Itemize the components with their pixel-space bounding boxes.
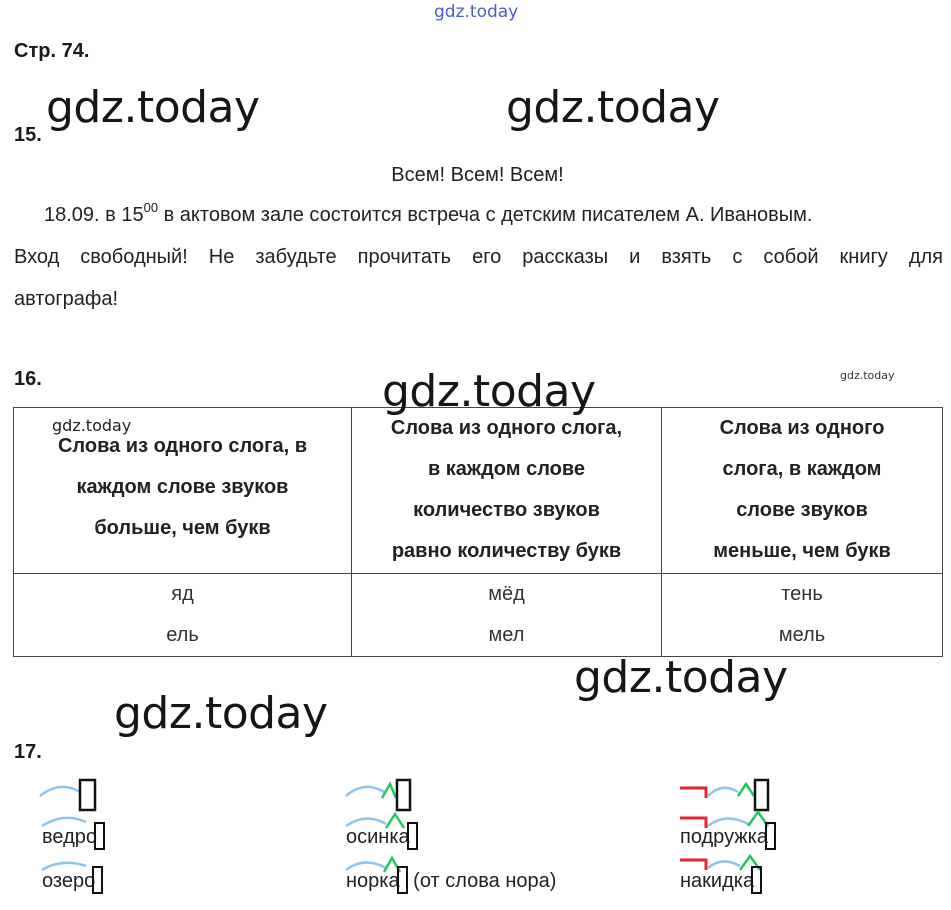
header-equal-sounds: Слова из одного слога, в каждом слове ко… <box>351 407 662 574</box>
ending-box-icon <box>78 778 97 812</box>
exercise-17-number: 17. <box>14 741 42 763</box>
ending-box-icon <box>94 822 105 850</box>
table-cell: мёд мел <box>351 573 662 657</box>
table-cell: яд ель <box>13 573 352 657</box>
notice-line-1-start: 18.09. в 15 <box>44 204 144 226</box>
word-text: озеро <box>42 870 96 892</box>
header-line: Слова из одного слога, <box>390 417 623 439</box>
ending-box-icon <box>395 778 412 812</box>
word-text: ведро <box>42 826 97 848</box>
watermark-small: gdz.today <box>52 416 132 435</box>
notice-line-3: автографа! <box>14 288 119 310</box>
header-line: каждом слове звуков <box>76 476 289 498</box>
header-line: слове звуков <box>736 499 868 521</box>
cell-word: мель <box>778 624 826 646</box>
watermark: gdz.today <box>114 688 328 739</box>
cell-word: тень <box>781 583 823 605</box>
exercise-16-number: 16. <box>14 368 42 390</box>
header-more-sounds: Слова из одного слога, в каждом слове зв… <box>13 407 352 574</box>
cell-word: яд <box>171 583 194 605</box>
word-text: накидка <box>680 870 755 892</box>
cell-word: мёд <box>488 583 525 605</box>
suffix-icon <box>746 809 770 827</box>
root-arc-icon <box>707 860 741 869</box>
suffix-icon <box>736 781 756 797</box>
root-arc-icon <box>345 817 387 828</box>
word-text: подружка <box>680 826 768 848</box>
ending-box-icon <box>396 866 408 894</box>
word-norka: норка (от слова нора) <box>346 866 556 894</box>
header-line: количество звуков <box>413 499 600 521</box>
ending-box-icon <box>406 822 418 850</box>
notice-time-superscript: 00 <box>143 200 159 215</box>
header-fewer-sounds: Слова из одного слога, в каждом слове зв… <box>661 407 943 574</box>
header-line: больше, чем букв <box>94 517 271 539</box>
root-arc-icon <box>345 861 387 872</box>
header-line: меньше, чем букв <box>713 540 891 562</box>
exercise-15-number: 15. <box>14 124 42 146</box>
word-note: (от слова нора) <box>407 870 557 892</box>
word-vedro: ведро <box>42 822 105 850</box>
root-arc-icon <box>345 785 385 797</box>
ending-box-icon <box>765 822 776 850</box>
table-header-row: Слова из одного слога, в каждом слове зв… <box>13 407 943 574</box>
word-podruzhka: подружка <box>680 822 776 850</box>
notice-title: Всем! Всем! Всем! <box>391 164 564 186</box>
header-line: в каждом слове <box>427 458 586 480</box>
suffix-icon <box>738 853 762 871</box>
root-arc-icon <box>39 785 81 797</box>
word-osinka: осинка <box>346 822 418 850</box>
word-nakidka: накидка <box>680 866 763 894</box>
watermark: gdz.today <box>46 82 260 133</box>
notice-line-1-end: в актовом зале состоится встреча с детск… <box>158 204 813 226</box>
root-arc-icon <box>41 861 87 872</box>
ending-box-icon <box>751 866 763 894</box>
cell-word: мел <box>488 624 525 646</box>
prefix-icon <box>680 786 708 798</box>
watermark: gdz.today <box>506 82 720 133</box>
watermark-top: gdz.today <box>434 2 519 22</box>
prefix-icon <box>680 816 708 828</box>
header-line: равно количеству букв <box>391 540 622 562</box>
word-ozero: озеро <box>42 866 104 894</box>
root-arc-icon <box>707 786 739 797</box>
notice-line-1: 18.09. в 1500 в актовом зале состоится в… <box>44 194 812 236</box>
word-text: осинка <box>346 826 410 848</box>
header-line: Слова из одного слога, в <box>57 435 308 457</box>
watermark: gdz.today <box>574 652 788 703</box>
table-row: яд ель мёд мел тень мель <box>13 573 943 657</box>
header-line: Слова из одного <box>719 417 885 439</box>
cell-word: ель <box>166 624 199 646</box>
notice-line-2: Вход свободный! Не забудьте прочитать ег… <box>14 246 943 268</box>
morpheme-marks <box>39 778 770 873</box>
suffix-icon <box>380 781 398 799</box>
watermark: gdz.today <box>382 366 596 417</box>
page-label: Стр. 74. <box>14 40 90 62</box>
root-arc-icon <box>41 816 87 828</box>
ending-box-icon <box>92 866 104 894</box>
word-text: норка <box>346 870 400 892</box>
ending-box-icon <box>753 778 770 812</box>
prefix-icon <box>680 858 708 870</box>
watermark-tiny: gdz.today <box>840 369 895 382</box>
sounds-letters-table: Слова из одного слога, в каждом слове зв… <box>13 407 943 657</box>
header-line: слога, в каждом <box>722 458 882 480</box>
suffix-icon <box>384 811 406 829</box>
table-cell: тень мель <box>661 573 943 657</box>
root-arc-icon <box>707 817 749 828</box>
